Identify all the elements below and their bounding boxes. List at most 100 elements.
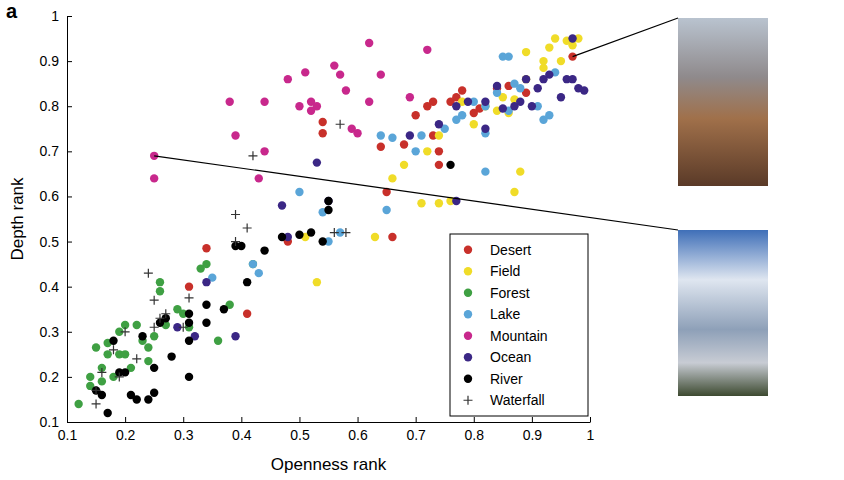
point bbox=[144, 343, 152, 351]
legend-marker bbox=[464, 289, 472, 297]
tick-label: 0.5 bbox=[40, 234, 60, 250]
point bbox=[243, 224, 252, 233]
tick: 0.4 bbox=[40, 279, 72, 295]
legend-label: Desert bbox=[490, 242, 531, 258]
point bbox=[74, 400, 82, 408]
axis-line bbox=[68, 422, 591, 423]
point bbox=[243, 310, 251, 318]
point bbox=[481, 167, 489, 175]
point bbox=[470, 120, 478, 128]
connector bbox=[154, 156, 678, 230]
point bbox=[185, 310, 193, 318]
point bbox=[522, 75, 530, 83]
tick-mark bbox=[532, 417, 533, 422]
point bbox=[231, 332, 239, 340]
point bbox=[481, 125, 489, 133]
point bbox=[423, 46, 431, 54]
point bbox=[144, 357, 152, 365]
point bbox=[260, 147, 268, 155]
tick-mark bbox=[67, 16, 72, 17]
point bbox=[150, 364, 158, 372]
tick-mark bbox=[299, 417, 300, 422]
legend-label: Mountain bbox=[490, 328, 548, 344]
point bbox=[516, 84, 524, 92]
point bbox=[324, 197, 332, 205]
point bbox=[539, 57, 547, 65]
point bbox=[406, 131, 414, 139]
point bbox=[202, 260, 210, 268]
point bbox=[406, 93, 414, 101]
point bbox=[342, 86, 350, 94]
point bbox=[156, 287, 164, 295]
point bbox=[260, 98, 268, 106]
point bbox=[179, 323, 188, 332]
point bbox=[522, 75, 530, 83]
point bbox=[92, 386, 101, 395]
y-axis-title: Depth rank bbox=[8, 177, 27, 261]
tick-mark bbox=[590, 417, 591, 422]
point bbox=[103, 409, 111, 417]
point bbox=[365, 39, 373, 47]
point bbox=[435, 120, 443, 128]
tick: 1 bbox=[51, 8, 72, 24]
point bbox=[353, 129, 361, 137]
legend-label: Ocean bbox=[490, 349, 531, 365]
legend-marker bbox=[464, 246, 472, 254]
point bbox=[336, 70, 344, 78]
point bbox=[417, 199, 425, 207]
series bbox=[208, 52, 559, 281]
tick: 0.3 bbox=[174, 417, 194, 443]
connector bbox=[573, 18, 678, 57]
x-axis: 0.10.20.30.40.50.60.70.80.91 bbox=[58, 417, 595, 443]
point bbox=[545, 70, 553, 78]
point bbox=[156, 278, 164, 286]
point bbox=[499, 104, 507, 112]
point bbox=[528, 102, 536, 110]
point bbox=[458, 86, 466, 94]
tick: 0.3 bbox=[40, 324, 72, 340]
point bbox=[493, 82, 501, 90]
tick: 0.6 bbox=[40, 188, 72, 204]
point bbox=[220, 305, 228, 313]
tick-label: 0.4 bbox=[40, 279, 60, 295]
tick-mark bbox=[67, 332, 72, 333]
point bbox=[481, 98, 489, 106]
tick-label: 0.7 bbox=[406, 427, 426, 443]
point bbox=[557, 57, 565, 65]
legend-label: Waterfall bbox=[490, 392, 545, 408]
tick-label: 0.1 bbox=[58, 427, 78, 443]
tick-label: 0.1 bbox=[40, 414, 60, 430]
tick-label: 0.8 bbox=[40, 98, 60, 114]
tick-mark bbox=[474, 417, 475, 422]
point bbox=[318, 118, 326, 126]
point bbox=[202, 244, 210, 252]
tick-mark bbox=[67, 106, 72, 107]
point bbox=[231, 210, 240, 219]
point bbox=[202, 319, 210, 327]
point bbox=[388, 174, 396, 182]
panel-label: a bbox=[6, 0, 18, 22]
tick: 0.9 bbox=[40, 53, 72, 69]
photo bbox=[678, 18, 768, 186]
point bbox=[545, 43, 553, 51]
point bbox=[411, 147, 419, 155]
point bbox=[371, 233, 379, 241]
point bbox=[255, 269, 263, 277]
legend-marker bbox=[464, 353, 472, 361]
tick-mark bbox=[67, 61, 72, 62]
point bbox=[534, 84, 542, 92]
series bbox=[74, 260, 257, 408]
point bbox=[97, 368, 106, 377]
point bbox=[574, 84, 582, 92]
point bbox=[86, 373, 94, 381]
tick-label: 0.2 bbox=[116, 427, 136, 443]
tick: 0.5 bbox=[290, 417, 310, 443]
tick: 0.8 bbox=[40, 98, 72, 114]
point bbox=[109, 337, 117, 345]
tick-mark bbox=[67, 196, 72, 197]
point bbox=[464, 98, 472, 106]
point bbox=[249, 260, 257, 268]
point bbox=[150, 323, 159, 332]
point bbox=[144, 395, 152, 403]
tick: 0.5 bbox=[40, 234, 72, 250]
